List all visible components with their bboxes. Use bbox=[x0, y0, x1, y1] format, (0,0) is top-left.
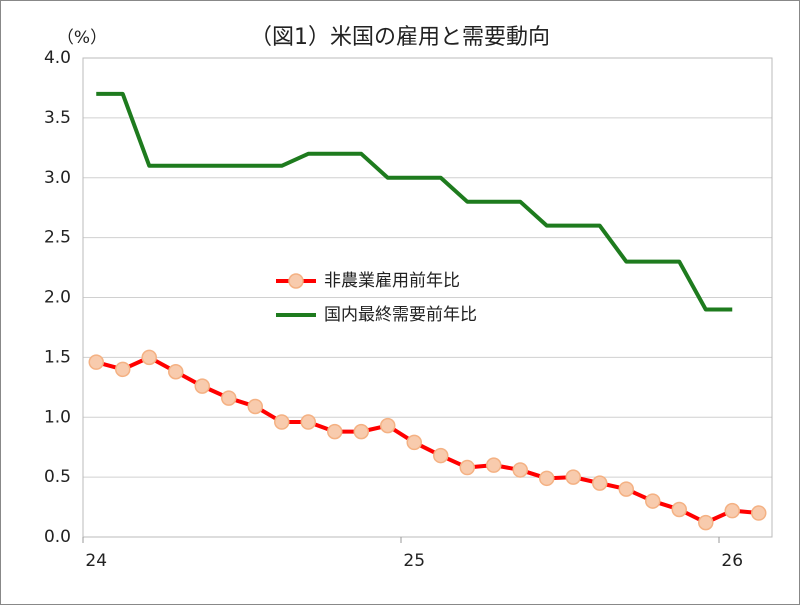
point bbox=[645, 493, 661, 509]
point bbox=[539, 470, 555, 487]
y-tick-label: 0.0 bbox=[44, 527, 71, 547]
point bbox=[380, 417, 396, 434]
point bbox=[194, 378, 210, 394]
y-tick-label: 4.0 bbox=[44, 48, 71, 68]
point bbox=[671, 501, 687, 518]
point bbox=[221, 390, 237, 406]
chart-title: （図1）米国の雇用と需要動向 bbox=[250, 25, 550, 50]
point bbox=[698, 514, 714, 531]
point bbox=[724, 502, 740, 519]
point bbox=[88, 354, 104, 370]
point bbox=[512, 462, 528, 478]
point bbox=[433, 447, 449, 464]
point bbox=[459, 459, 475, 476]
plot-border bbox=[82, 57, 773, 538]
point bbox=[274, 414, 290, 430]
legend-marker bbox=[288, 273, 304, 289]
x-tick-label: 25 bbox=[403, 551, 425, 571]
y-tick-label: 1.0 bbox=[44, 407, 71, 427]
point bbox=[592, 475, 608, 491]
point bbox=[751, 505, 767, 521]
point bbox=[565, 469, 581, 485]
legend-label: 非農業雇用前年比 bbox=[324, 271, 460, 291]
point bbox=[353, 423, 369, 440]
y-tick-label: 3.5 bbox=[44, 108, 71, 128]
point bbox=[618, 481, 634, 497]
point bbox=[327, 423, 343, 440]
y-tick-label: 1.5 bbox=[44, 347, 71, 367]
point bbox=[115, 361, 131, 378]
y-tick-label: 3.0 bbox=[44, 168, 71, 188]
point bbox=[168, 363, 184, 380]
x-tick-label: 24 bbox=[85, 551, 107, 571]
x-tick-label: 26 bbox=[721, 551, 743, 571]
point bbox=[406, 434, 422, 451]
point bbox=[486, 457, 502, 473]
y-tick-label: 2.5 bbox=[44, 228, 71, 248]
point bbox=[141, 349, 157, 366]
series-line bbox=[96, 91, 733, 312]
y-tick-label: 0.5 bbox=[44, 467, 71, 487]
y-tick-label: 2.0 bbox=[44, 288, 71, 308]
y-unit: （%） bbox=[57, 28, 107, 48]
point bbox=[300, 414, 316, 430]
legend-label: 国内最終需要前年比 bbox=[324, 305, 477, 325]
point bbox=[247, 398, 263, 415]
